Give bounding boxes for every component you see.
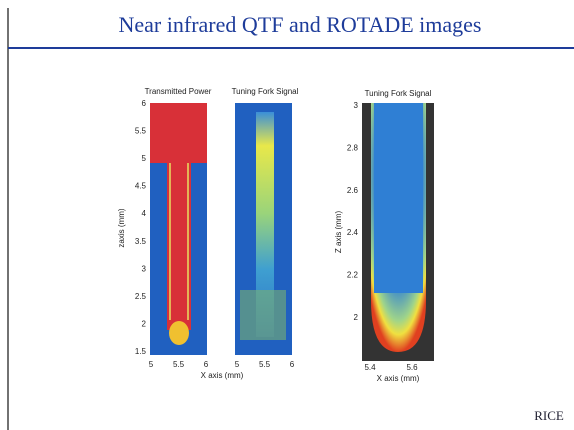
y-tick-label: 5: [142, 154, 147, 163]
slide-title: Near infrared QTF and ROTADE images: [119, 12, 482, 37]
y-tick-label: 2: [142, 319, 147, 328]
y-tick-label: 3: [354, 101, 359, 110]
x-tick-label: 6: [290, 360, 295, 369]
y-tick-label: 2.6: [347, 186, 359, 195]
logo: RICE: [534, 408, 564, 423]
y-tick-label: 4.5: [135, 182, 147, 191]
x-axis-label: X axis (mm): [377, 374, 420, 383]
y-tick-label: 2.8: [347, 143, 359, 152]
panel-title: Transmitted Power: [145, 87, 212, 96]
x-tick-label: 5.5: [173, 360, 185, 369]
x-tick-label: 5: [149, 360, 154, 369]
x-tick-label: 5.6: [406, 363, 418, 372]
y-tick-label: 3: [142, 264, 147, 273]
x-tick-label: 6: [204, 360, 209, 369]
y-tick-label: 4: [142, 209, 147, 218]
transmitted-power-image: [150, 103, 207, 355]
tuning-fork-image: [235, 103, 292, 355]
y-tick-label: 2.4: [347, 228, 359, 237]
y-tick-label: 1.5: [135, 347, 147, 356]
y-axis-label: Z axis (mm): [334, 211, 343, 254]
x-tick-label: 5.4: [364, 363, 376, 372]
y-tick-label: 2.5: [135, 292, 147, 301]
y-axis-label: zaxis (mm): [117, 208, 126, 247]
slide: Near infrared QTF and ROTADE images Tran…: [0, 0, 574, 430]
x-tick-label: 5: [235, 360, 240, 369]
x-tick-label: 5.5: [259, 360, 271, 369]
panel-title: Tuning Fork Signal: [232, 87, 299, 96]
y-tick-label: 3.5: [135, 237, 147, 246]
y-tick-label: 2: [354, 313, 359, 322]
rotade-image: [362, 103, 434, 361]
panel-title: Tuning Fork Signal: [365, 89, 432, 98]
x-axis-label: X axis (mm): [201, 371, 244, 380]
y-tick-label: 6: [142, 99, 147, 108]
y-tick-label: 5.5: [135, 127, 147, 136]
y-tick-label: 2.2: [347, 271, 359, 280]
